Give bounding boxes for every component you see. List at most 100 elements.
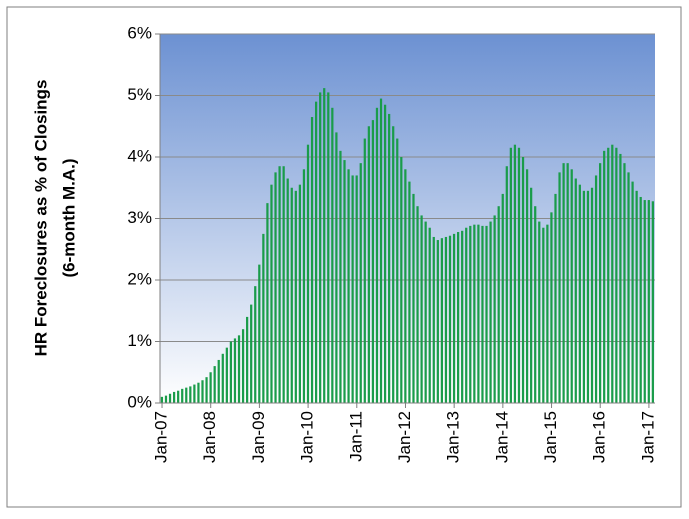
bar — [521, 157, 525, 403]
bar — [623, 163, 626, 403]
bar — [505, 166, 508, 403]
y-tick-label: 3% — [127, 208, 152, 227]
bar — [530, 187, 533, 403]
bar — [172, 391, 176, 403]
bar — [639, 196, 642, 403]
x-tick-label: Jan-15 — [541, 411, 560, 463]
bar — [229, 341, 233, 403]
bar — [473, 224, 476, 403]
bar — [534, 206, 537, 403]
bar — [416, 206, 419, 403]
bar — [400, 157, 403, 403]
bar — [489, 221, 492, 403]
bar — [371, 120, 375, 403]
bar — [205, 377, 208, 403]
x-tick-label: Jan-17 — [638, 411, 657, 463]
bar — [233, 338, 237, 403]
bar — [185, 387, 188, 403]
bar — [379, 98, 383, 403]
bar — [440, 238, 444, 403]
bar — [286, 178, 289, 403]
bar — [177, 390, 180, 403]
x-tick-label: Jan-14 — [492, 411, 511, 463]
bar — [314, 101, 318, 404]
x-tick-label: Jan-16 — [590, 411, 609, 463]
bar — [201, 380, 204, 403]
y-tick-label: 1% — [127, 331, 152, 350]
bar — [221, 353, 224, 403]
bar — [469, 225, 472, 403]
bar — [213, 366, 216, 403]
y-tick-label: 6% — [127, 23, 152, 42]
bar — [525, 169, 529, 403]
bar — [310, 117, 314, 404]
bar — [396, 138, 399, 404]
bar — [254, 286, 257, 403]
bar — [465, 227, 468, 403]
bar — [594, 175, 598, 403]
bar — [631, 181, 634, 403]
bar — [294, 190, 297, 403]
bar — [388, 113, 391, 403]
bar — [302, 169, 306, 403]
bar — [241, 329, 245, 403]
y-tick-label: 5% — [127, 85, 152, 104]
bar — [197, 382, 200, 403]
bar — [554, 193, 557, 403]
bar — [517, 147, 521, 403]
y-axis-label: HR Foreclosures as % of Closings — [31, 80, 50, 357]
bar — [428, 227, 431, 403]
x-tick-label: Jan-11 — [346, 411, 365, 462]
bar — [319, 92, 322, 404]
bar — [436, 240, 439, 403]
x-tick-label: Jan-09 — [249, 411, 268, 463]
bar — [562, 163, 565, 403]
bar — [246, 316, 249, 403]
bar — [448, 235, 452, 403]
y-axis-label: (6-month M.A.) — [59, 159, 78, 278]
y-tick-label: 2% — [127, 269, 152, 288]
bar — [270, 184, 273, 403]
bar — [635, 190, 638, 403]
bar — [298, 184, 301, 403]
bar — [335, 132, 338, 403]
bar — [481, 225, 484, 403]
bar — [477, 224, 480, 403]
bar — [590, 187, 594, 403]
bar — [363, 138, 366, 404]
x-tick-label: Jan-13 — [444, 411, 463, 463]
bar — [461, 230, 464, 403]
bar — [404, 169, 407, 403]
bar — [452, 233, 456, 403]
x-tick-label: Jan-08 — [200, 411, 219, 463]
bar — [412, 193, 415, 403]
bar — [250, 304, 253, 403]
bar — [343, 160, 346, 403]
bar — [566, 163, 569, 403]
bar — [266, 203, 269, 403]
bar — [574, 178, 577, 403]
bar — [189, 386, 192, 403]
bar — [651, 201, 654, 403]
bar — [599, 163, 602, 403]
bar — [164, 395, 168, 403]
bar — [485, 225, 488, 403]
bar — [274, 172, 277, 403]
x-tick-label: Jan-12 — [395, 411, 414, 463]
bar — [619, 153, 622, 403]
bar — [424, 221, 427, 403]
bar — [513, 144, 517, 403]
bar — [615, 147, 618, 403]
bar — [327, 92, 330, 404]
bar — [225, 347, 228, 403]
bar — [497, 206, 500, 403]
bar — [509, 147, 512, 403]
bar — [209, 372, 212, 403]
bar — [538, 221, 541, 403]
bar — [432, 236, 435, 403]
bar — [570, 169, 573, 403]
bar — [546, 224, 549, 403]
y-tick-label: 4% — [127, 146, 152, 165]
